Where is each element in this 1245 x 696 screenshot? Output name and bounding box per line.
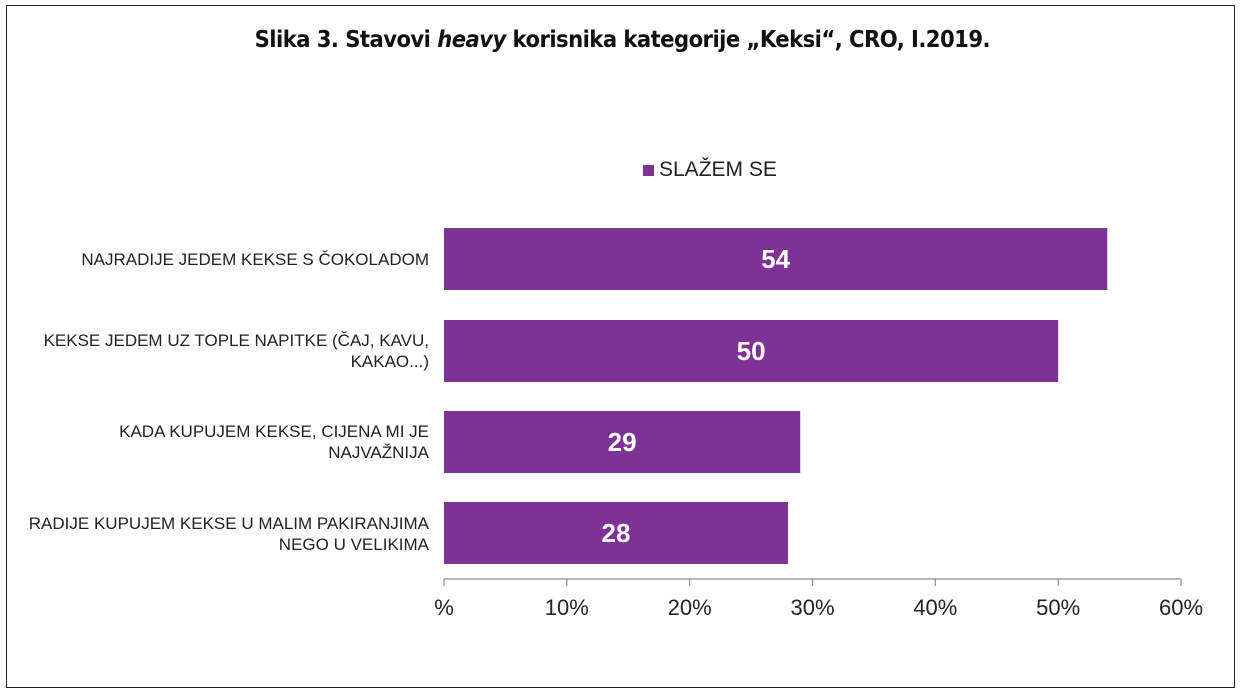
x-tick-label-10: 10% bbox=[545, 595, 589, 620]
data-label-1: 54 bbox=[761, 244, 790, 274]
x-tick-label-20: 20% bbox=[668, 595, 712, 620]
legend-label: SLAŽEM SE bbox=[659, 158, 777, 181]
legend: SLAŽEM SE bbox=[643, 158, 777, 182]
x-tick-label-30: 30% bbox=[790, 595, 834, 620]
category-label-1: NAJRADIJE JEDEM KEKSE S ČOKOLADOM bbox=[81, 250, 429, 269]
bar-4 bbox=[444, 502, 788, 564]
x-tick-label-60: 60% bbox=[1159, 595, 1203, 620]
x-tick-label-40: 40% bbox=[913, 595, 957, 620]
category-label-4: RADIJE KUPUJEM KEKSE U MALIM PAKIRANJIMA… bbox=[28, 514, 429, 554]
category-label-2: KEKSE JEDEM UZ TOPLE NAPITKE (ČAJ, KAVU,… bbox=[43, 331, 429, 371]
chart-title: Slika 3. Stavovi heavy korisnika kategor… bbox=[50, 27, 1195, 53]
title-prefix: Slika 3. Stavovi bbox=[254, 27, 438, 53]
data-label-2: 50 bbox=[737, 336, 766, 366]
x-tick-label-50: 50% bbox=[1036, 595, 1080, 620]
data-label-3: 29 bbox=[608, 427, 637, 457]
legend-swatch bbox=[643, 164, 654, 176]
bar-3 bbox=[444, 411, 801, 473]
data-label-4: 28 bbox=[602, 518, 631, 548]
title-suffix: korisnika kategorije „Keksi“, CRO, I.201… bbox=[505, 27, 991, 53]
bar-1 bbox=[444, 228, 1108, 290]
category-label-3: KADA KUPUJEM KEKSE, CIJENA MI JE NAJVAŽN… bbox=[119, 422, 429, 462]
bar-2 bbox=[444, 320, 1059, 382]
x-tick-label-0: % bbox=[434, 595, 454, 620]
title-emphasis: heavy bbox=[437, 27, 506, 53]
